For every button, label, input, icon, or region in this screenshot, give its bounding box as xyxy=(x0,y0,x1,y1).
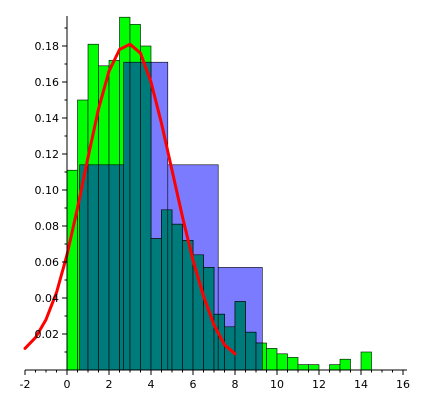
x-tick-label: 2 xyxy=(106,378,113,391)
y-tick-label: 0.18 xyxy=(35,40,60,53)
green-bar-0 xyxy=(66,169,78,371)
green-bar-26 xyxy=(339,358,351,371)
x-tick-label: 8 xyxy=(232,378,239,391)
overlap-bar-9 xyxy=(161,209,169,371)
green-bar-28 xyxy=(360,351,372,371)
ticks-layer: -2 0 2 4 6 8 10 12 14 16 0.02 0.04 0.06 0.08 0.10 0.12 0… xyxy=(20,27,410,391)
y-tick-label: 0.06 xyxy=(35,256,60,269)
green-bar-21 xyxy=(287,357,299,371)
y-tick-label: 0.04 xyxy=(35,292,60,305)
y-tick-label: 0.16 xyxy=(35,76,60,89)
overlap-bar-7 xyxy=(140,61,152,371)
overlap-bar-6 xyxy=(129,61,141,371)
overlap-bar-5 xyxy=(123,61,131,371)
overlap-bar-17 xyxy=(245,331,257,371)
x-tick-label: 6 xyxy=(190,378,197,391)
y-tick-label: 0.02 xyxy=(35,328,60,341)
overlap-layer xyxy=(79,61,263,371)
x-tick-label: 16 xyxy=(396,378,410,391)
green-bar-22 xyxy=(297,364,309,371)
x-tick-label: 4 xyxy=(148,378,155,391)
green-bar-23 xyxy=(308,364,320,371)
x-tick-label: 12 xyxy=(312,378,326,391)
overlap-bar-12 xyxy=(192,254,204,371)
x-tick-label: -2 xyxy=(20,378,31,391)
overlap-bar-3 xyxy=(98,164,110,371)
density-curve xyxy=(23,42,237,356)
y-tick-label: 0.14 xyxy=(35,112,60,125)
green-bar-25 xyxy=(329,364,341,371)
axes-layer xyxy=(25,16,407,371)
overlap-bar-5 xyxy=(119,164,124,371)
y-tick-label: 0.10 xyxy=(35,184,60,197)
density-curve-layer xyxy=(23,42,237,356)
x-tick-label: 14 xyxy=(354,378,368,391)
green-bar-20 xyxy=(276,353,288,371)
y-tick-label: 0.12 xyxy=(35,148,60,161)
y-tick-label: 0.08 xyxy=(35,220,60,233)
overlap-bar-18 xyxy=(255,342,263,371)
overlap-bar-8 xyxy=(150,238,162,371)
overlap-bar-16 xyxy=(234,301,246,371)
x-tick-label: 0 xyxy=(64,378,71,391)
x-tick-label: 10 xyxy=(270,378,284,391)
overlap-bar-2 xyxy=(87,164,99,371)
overlap-bar-4 xyxy=(108,164,120,371)
overlap-bar-9 xyxy=(167,209,173,371)
overlap-bar-10 xyxy=(171,223,183,371)
green-bar-19 xyxy=(266,348,278,371)
